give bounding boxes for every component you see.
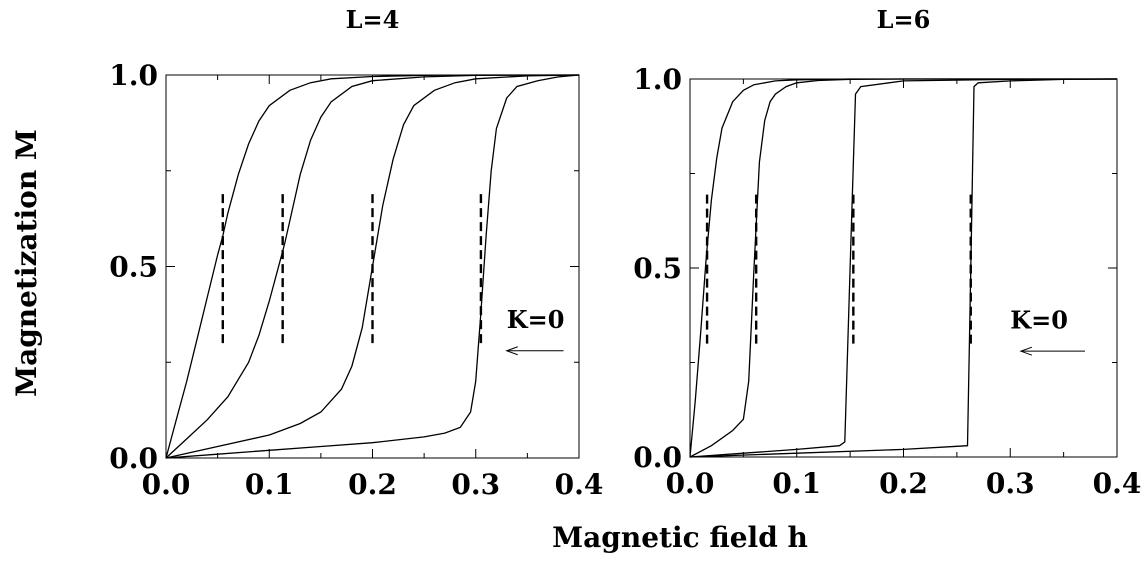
annotation-arrow-head [1019, 346, 1033, 356]
x-tick-label: 0.2 [348, 468, 397, 501]
x-tick-label: 0.3 [451, 468, 500, 501]
y-tick-label: 0.0 [633, 441, 682, 474]
series-line-1 [165, 74, 579, 459]
y-tick-label: 0.5 [633, 252, 682, 285]
series-line-2 [165, 74, 580, 459]
x-tick-label: 0.4 [555, 468, 604, 501]
series-line-4 [689, 78, 1118, 458]
annotation-arrow-head [505, 346, 518, 356]
y-tick-label: 0.5 [109, 251, 158, 284]
panel-title: L=6 [877, 5, 931, 34]
y-tick-label: 1.0 [109, 59, 158, 92]
series-line-3 [689, 78, 1118, 458]
x-tick-label: 0.1 [772, 467, 821, 500]
y-axis-label: Magnetization M [10, 129, 43, 397]
annotation-label: K=0 [507, 305, 565, 334]
panel-1: L=4 0.0 0.1 0.2 0.3 0.4 0.0 0.5 1.0 K=0 [109, 5, 603, 501]
panel-title: L=4 [346, 5, 400, 34]
series-line-3 [165, 74, 580, 459]
series-line-1 [689, 78, 1117, 458]
panel-2: L=6 0.0 0.1 0.2 0.3 0.4 0.0 0.5 1.0 K=0 [633, 5, 1141, 500]
series-line-2 [689, 78, 1117, 458]
x-tick-label: 0.1 [245, 468, 294, 501]
x-tick-label: 0.0 [666, 467, 715, 500]
y-tick-label: 0.0 [109, 442, 158, 475]
x-tick-label: 0.3 [986, 467, 1035, 500]
x-tick-label: 0.4 [1093, 467, 1142, 500]
annotation-label: K=0 [1010, 305, 1068, 334]
y-tick-label: 1.0 [633, 63, 682, 96]
x-axis-label: Magnetic field h [552, 521, 808, 554]
x-tick-label: 0.0 [142, 468, 191, 501]
x-tick-label: 0.2 [879, 467, 928, 500]
series-line-4 [165, 74, 580, 459]
